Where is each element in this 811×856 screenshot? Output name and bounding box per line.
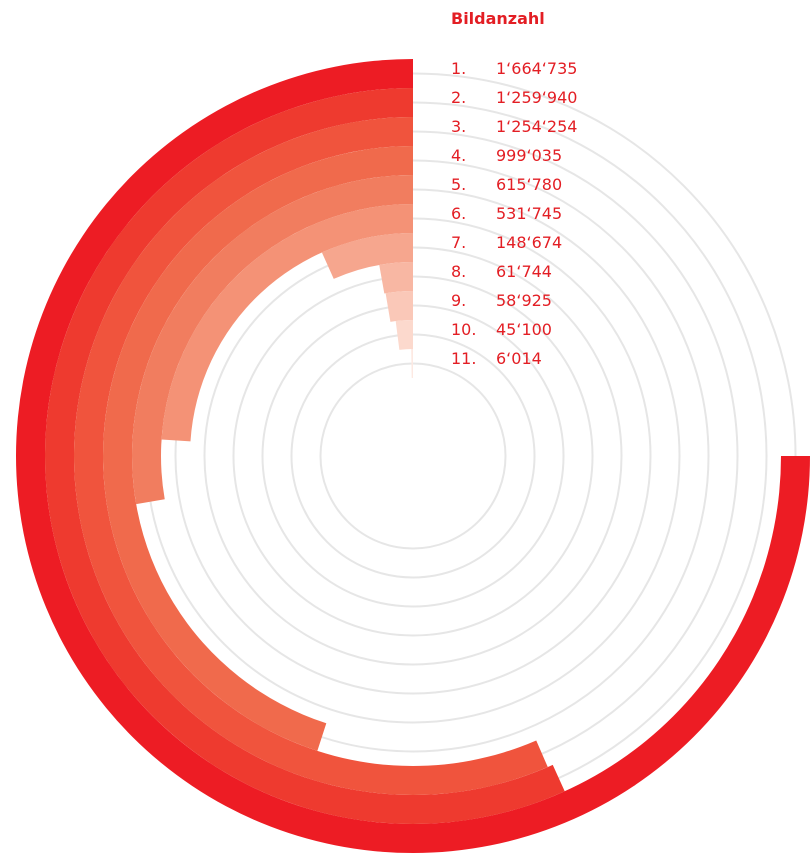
legend-rank: 5. xyxy=(451,175,467,194)
legend-item: 6. 531‘745 xyxy=(451,199,577,228)
bar-10 xyxy=(395,320,413,350)
legend-value: 6‘014 xyxy=(496,349,542,368)
legend-item: 9. 58‘925 xyxy=(451,286,577,315)
legend-item: 5. 615‘780 xyxy=(451,170,577,199)
legend-item: 7. 148‘674 xyxy=(451,228,577,257)
legend-rank: 6. xyxy=(451,204,467,223)
legend-value: 1‘259‘940 xyxy=(496,88,578,107)
legend-value: 1‘254‘254 xyxy=(496,117,578,136)
bars xyxy=(16,59,810,853)
track-ring xyxy=(319,362,507,550)
legend-item: 2. 1‘259‘940 xyxy=(451,83,577,112)
legend-rank: 4. xyxy=(451,146,467,165)
legend-item: 3. 1‘254‘254 xyxy=(451,112,577,141)
legend-value: 58‘925 xyxy=(496,291,552,310)
legend-rank: 2. xyxy=(451,88,467,107)
legend-rank: 3. xyxy=(451,117,467,136)
chart-title: Bildanzahl xyxy=(451,9,545,28)
legend-rank: 11. xyxy=(451,349,477,368)
legend-item: 11. 6‘014 xyxy=(451,344,577,373)
legend-rank: 7. xyxy=(451,233,467,252)
bar-4 xyxy=(103,146,413,751)
bar-6 xyxy=(161,204,413,442)
legend-value: 999‘035 xyxy=(496,146,563,165)
legend-value: 615‘780 xyxy=(496,175,563,194)
legend-rank: 8. xyxy=(451,262,467,281)
legend: 1. 1‘664‘735 2. 1‘259‘940 3. 1‘254‘254 4. 999‘0… xyxy=(451,54,577,373)
legend-rank: 1. xyxy=(451,59,467,78)
bar-8 xyxy=(379,262,413,294)
legend-value: 1‘664‘735 xyxy=(496,59,578,78)
legend-value: 61‘744 xyxy=(496,262,552,281)
legend-item: 10. 45‘100 xyxy=(451,315,577,344)
legend-rank: 9. xyxy=(451,291,467,310)
bar-9 xyxy=(385,291,413,322)
bar-7 xyxy=(321,233,413,279)
legend-value: 148‘674 xyxy=(496,233,563,252)
legend-value: 531‘745 xyxy=(496,204,563,223)
legend-rank: 10. xyxy=(451,320,477,339)
bar-11 xyxy=(411,348,413,379)
legend-item: 4. 999‘035 xyxy=(451,141,577,170)
bar-5 xyxy=(131,175,413,505)
legend-item: 1. 1‘664‘735 xyxy=(451,54,577,83)
legend-value: 45‘100 xyxy=(496,320,552,339)
legend-item: 8. 61‘744 xyxy=(451,257,577,286)
